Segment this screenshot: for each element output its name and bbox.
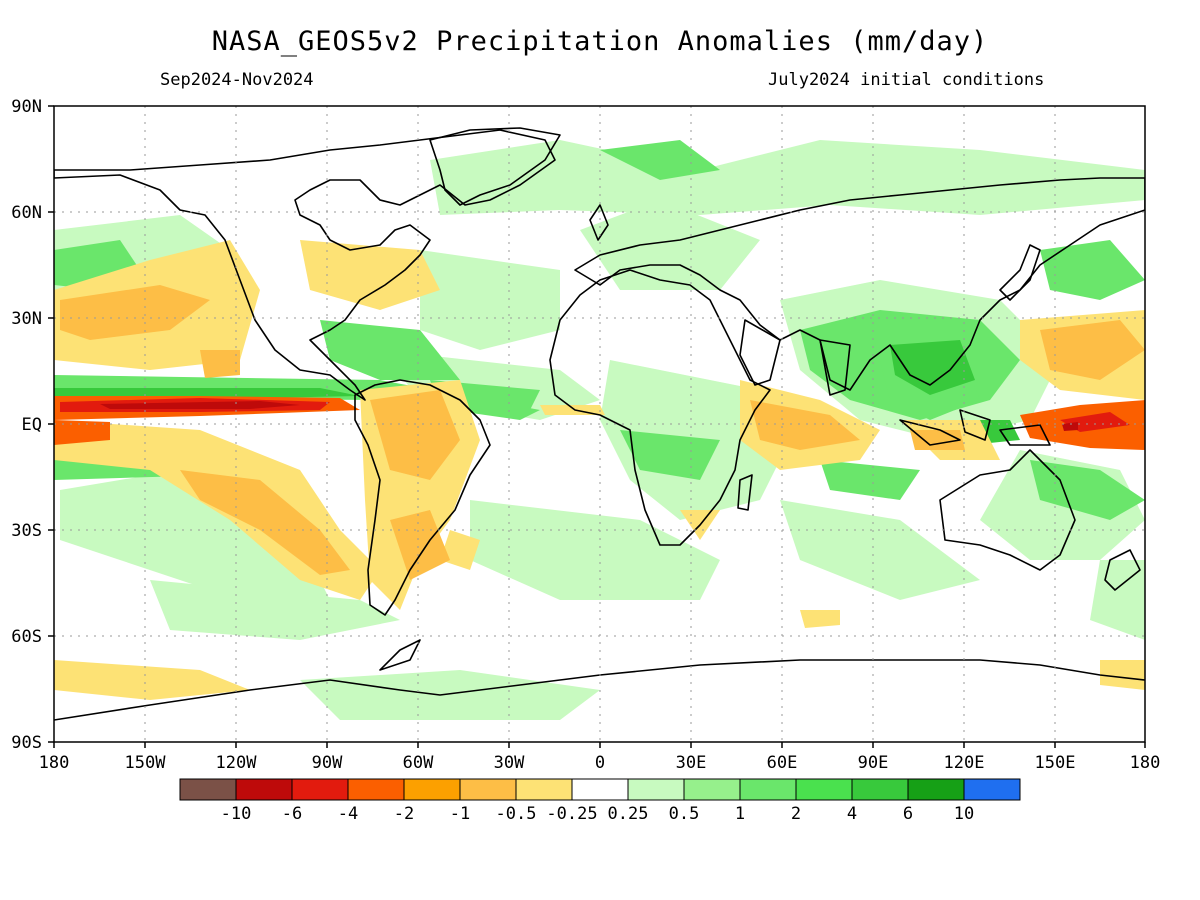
colorbar-swatch <box>347 778 405 801</box>
lat-label: 30S <box>11 521 42 541</box>
lon-label: 30W <box>494 753 525 773</box>
initial-conditions: July2024 initial conditions <box>768 70 1045 90</box>
lon-label: 60E <box>767 753 798 773</box>
colorbar-label: 10 <box>954 804 974 824</box>
colorbar-label: 0.25 <box>608 804 649 824</box>
map-title: NASA_GEOS5v2 Precipitation Anomalies (mm… <box>211 26 989 57</box>
lon-label: 150W <box>125 753 167 773</box>
lat-label: EQ <box>22 415 42 435</box>
colorbar-swatch <box>851 778 909 801</box>
lon-label: 180 <box>39 753 70 773</box>
colorbar-swatch <box>683 778 741 801</box>
lat-label: 90N <box>11 97 42 117</box>
colorbar-label: 4 <box>847 804 857 824</box>
colorbar-swatch <box>963 778 1021 801</box>
colorbar-label: 1 <box>735 804 745 824</box>
colorbar-label: -2 <box>394 804 414 824</box>
anomaly-orange <box>60 285 1145 580</box>
colorbar-swatch <box>515 778 573 801</box>
graticule <box>54 106 1145 742</box>
colorbar <box>179 778 1021 801</box>
colorbar-label: 0.5 <box>669 804 700 824</box>
anomaly-dark-red <box>100 401 1078 431</box>
lon-label: 60W <box>403 753 434 773</box>
colorbar-label: 2 <box>791 804 801 824</box>
colorbar-label: -6 <box>282 804 302 824</box>
colorbar-swatch <box>459 778 517 801</box>
lon-label: 120E <box>944 753 985 773</box>
colorbar-swatch <box>235 778 293 801</box>
colorbar-label: -10 <box>221 804 252 824</box>
colorbar-label: -0.25 <box>546 804 597 824</box>
lon-label: 90W <box>312 753 343 773</box>
colorbar-swatch <box>403 778 461 801</box>
lon-labels: 180 150W 120W 90W 60W 30W 0 30E 60E 90E … <box>39 753 1161 773</box>
colorbar-label: -0.5 <box>496 804 537 824</box>
colorbar-swatch <box>291 778 349 801</box>
lon-label: 180 <box>1130 753 1161 773</box>
lon-label: 30E <box>676 753 707 773</box>
anomaly-field <box>54 140 1145 720</box>
lat-label: 90S <box>11 733 42 753</box>
lat-label: 30N <box>11 309 42 329</box>
lat-label: 60S <box>11 627 42 647</box>
colorbar-swatch <box>571 778 629 801</box>
axis-ticks <box>48 105 1146 748</box>
colorbar-labels: -10 -6 -4 -2 -1 -0.5 -0.25 0.25 0.5 1 2 … <box>221 804 975 824</box>
lon-label: 150E <box>1035 753 1076 773</box>
lat-labels: 90N 60N 30N EQ 30S 60S 90S <box>11 97 42 753</box>
colorbar-swatch <box>627 778 685 801</box>
colorbar-label: 6 <box>903 804 913 824</box>
lon-label: 90E <box>858 753 889 773</box>
colorbar-swatch <box>739 778 797 801</box>
lon-label: 120W <box>216 753 258 773</box>
colorbar-swatch <box>795 778 853 801</box>
colorbar-label: -1 <box>450 804 470 824</box>
colorbar-swatch <box>907 778 965 801</box>
colorbar-label: -4 <box>338 804 358 824</box>
lon-label: 0 <box>595 753 605 773</box>
forecast-period: Sep2024-Nov2024 <box>160 70 314 90</box>
colorbar-swatch <box>179 778 237 801</box>
lat-label: 60N <box>11 203 42 223</box>
